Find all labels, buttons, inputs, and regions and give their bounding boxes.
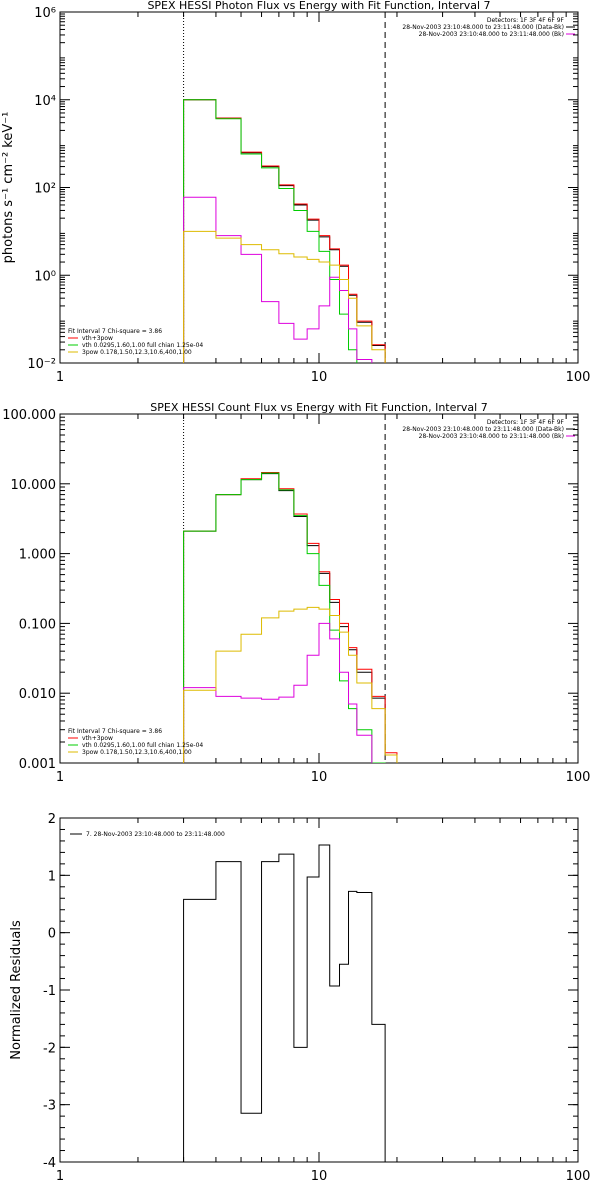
y-tick-label: 0.100 [19, 617, 56, 632]
plot-frame [59, 413, 579, 764]
series-group [183, 99, 386, 363]
y-tick-label: 10.000 [11, 478, 57, 493]
y-tick-label: 10⁶ [34, 6, 56, 21]
x-tick-label: 1 [56, 370, 64, 385]
y-tick-label: 10² [34, 182, 56, 197]
y-tick-label: 2 [48, 812, 56, 827]
legend-topright-entry: Detectors: 1F 3F 4F 6F 9F [487, 17, 565, 24]
x-tick-label: 1 [56, 1169, 64, 1184]
legend-bottomleft-entry: Fit Interval 7 Chi-square = 3.86 [68, 328, 162, 335]
legend-bottomleft-entry: vth+3pow [82, 335, 113, 342]
y-tick-label: 0.001 [19, 757, 56, 772]
y-tick-label: 0 [48, 927, 56, 942]
y-tick-label: 10⁴ [34, 94, 56, 109]
series-line-4 [183, 622, 373, 763]
x-tick-label: 100 [566, 370, 591, 385]
x-tick-label: 10 [311, 370, 328, 385]
chart-title: SPEX HESSI Count Flux vs Energy with Fit… [150, 401, 487, 414]
series-line-5 [183, 230, 386, 363]
y-tick-label: -3 [43, 1099, 56, 1114]
legend-bottomleft-entry: vth 0.0295,1.60,1.00 full chian 1.25e-04 [82, 342, 203, 349]
y-tick-label: 10⁻² [27, 357, 56, 372]
series-line-1 [183, 844, 386, 1162]
series-group [183, 844, 386, 1162]
series-line-3 [183, 99, 358, 363]
series-line-3 [183, 472, 386, 763]
chart-title: SPEX HESSI Photon Flux vs Energy with Fi… [147, 0, 490, 12]
series-line-5 [183, 606, 398, 763]
legend-bottomleft-entry: vth+3pow [82, 735, 113, 742]
series-line-4 [183, 196, 373, 363]
y-tick-label: -1 [43, 984, 56, 999]
legend-bottomleft-entry: 3pow 0.178,1.50,12.3,10.6,400,1.00 [82, 349, 192, 356]
y-tick-label: 1.000 [19, 548, 56, 563]
y-tick-label: 1 [48, 869, 56, 884]
x-tick-label: 10 [311, 770, 328, 785]
series-group [183, 472, 398, 763]
legend-entry: 7. 28-Nov-2003 23:10:48.000 to 23:11:48.… [86, 831, 225, 838]
y-tick-label: 10⁰ [34, 269, 56, 284]
y-tick-label: 0.010 [19, 687, 56, 702]
legend-topright-entry: 28-Nov-2003 23:10:48.000 to 23:11:48.000… [402, 426, 564, 433]
y-tick-label: 100.000 [2, 408, 56, 423]
chart-panel-1: SPEX HESSI Photon Flux vs Energy with Fi… [1, 0, 591, 385]
y-tick-label: -2 [43, 1041, 56, 1056]
legend-bottomleft-entry: 3pow 0.178,1.50,12.3,10.6,400,1.00 [82, 749, 192, 756]
legend-topright-entry: 28-Nov-2003 23:10:48.000 to 23:11:48.000… [402, 24, 564, 31]
chart-panel-3: 1 10 100 -4 -3 -2 -1 0 1 2 Normalized Residuals 7. … [9, 812, 590, 1184]
legend-bottomleft-entry: Fit Interval 7 Chi-square = 3.86 [68, 728, 162, 735]
y-axis-label: photons s⁻¹ cm⁻² keV⁻¹ [1, 112, 16, 264]
legend-bottomleft-entry: vth 0.0295,1.60,1.00 full chian 1.25e-04 [82, 742, 203, 749]
y-tick-label: -4 [43, 1156, 56, 1171]
x-tick-label: 100 [566, 770, 591, 785]
legend-topright-entry: 28-Nov-2003 23:10:48.000 to 23:11:48.000… [419, 433, 564, 440]
legend-topright-entry: Detectors: 1F 3F 4F 6F 9F [487, 419, 565, 426]
x-tick-label: 10 [311, 1169, 328, 1184]
y-axis-label: Normalized Residuals [9, 920, 24, 1060]
x-tick-label: 100 [566, 1169, 591, 1184]
legend-topright-entry: 28-Nov-2003 23:10:48.000 to 23:11:48.000… [419, 31, 564, 38]
x-tick-label: 1 [56, 770, 64, 785]
chart-panel-2: SPEX HESSI Count Flux vs Energy with Fit… [2, 401, 591, 785]
